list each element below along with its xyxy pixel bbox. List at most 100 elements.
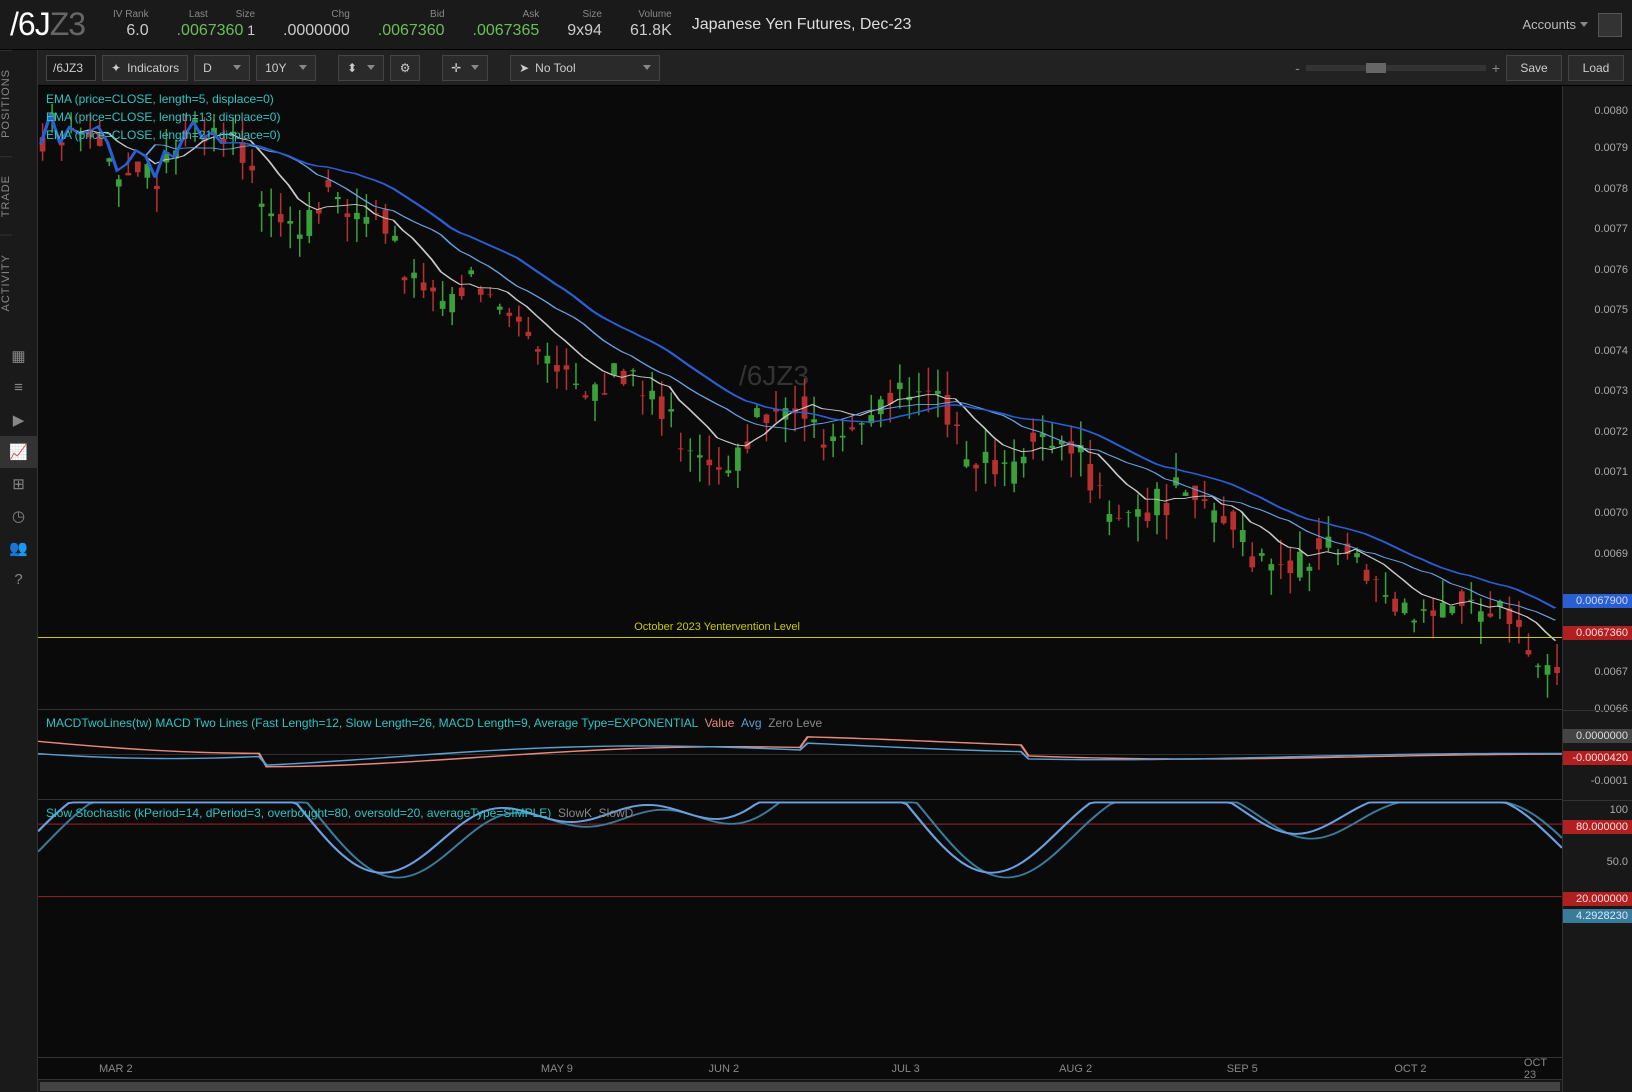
price-tick: 0.0067 [1594,666,1628,678]
chevron-down-icon [643,65,651,70]
time-axis: MAR 2 MAY 9 JUN 2 JUL 3 AUG 2 SEP 5 OCT 2 OCT 2… [38,1057,1562,1079]
stoch-tag-value: 4.2928230 [1563,909,1632,923]
stochastic-panel[interactable]: Slow Stochastic (kPeriod=14, dPeriod=3, … [38,800,1562,921]
stoch-legend-main: Slow Stochastic (kPeriod=14, dPeriod=3, … [46,806,551,820]
price-tick: 0.0076 [1594,264,1628,276]
macd-legend-zero: Zero Leve [768,716,822,730]
intervention-line: October 2023 Yentervention Level [38,637,1562,638]
clock-icon[interactable]: ◷ [0,500,37,532]
list-icon[interactable]: ≡ [0,372,37,404]
ema-legend-line: EMA (price=CLOSE, length=13, displace=0) [46,108,280,126]
settings-button[interactable]: ⚙ [390,55,420,81]
people-icon[interactable]: 👥 [0,532,37,564]
zoom-in-button[interactable]: + [1492,60,1500,76]
indicators-label: Indicators [127,61,179,75]
price-tick: 0.0073 [1594,385,1628,397]
help-icon[interactable]: ? [0,564,37,596]
range-dropdown[interactable]: 10Y [256,55,316,81]
macd-legend-avg: Avg [741,716,761,730]
time-tick: AUG 2 [1059,1063,1092,1075]
time-tick: JUL 3 [891,1063,919,1075]
time-tick: JUN 2 [709,1063,740,1075]
pointer-icon: ➤ [519,61,529,75]
load-button[interactable]: Load [1568,55,1624,81]
main-area: ✦ Indicators D 10Y ⬍ ⚙ ✛ ➤ No Tool [38,50,1632,1092]
stoch-tag-ob: 80.000000 [1563,820,1632,834]
time-tick: OCT 2 [1394,1063,1426,1075]
price-tick: 0.0080 [1594,105,1628,117]
price-tick: 0.0069 [1594,548,1628,560]
stoch-tick: 100 [1610,804,1628,816]
chevron-down-icon [299,65,307,70]
range-value: 10Y [265,61,286,75]
collapse-panel-button[interactable] [1598,13,1622,37]
layout-icon[interactable]: ▦ [0,340,37,372]
macd-panel[interactable]: MACDTwoLines(tw) MACD Two Lines (Fast Le… [38,710,1562,801]
gear-icon: ⚙ [400,61,411,75]
time-tick: OCT 23 [1524,1057,1562,1081]
y-axis-column: 0.0080 0.0079 0.0078 0.0077 0.0076 0.0075 0.00… [1562,86,1632,1092]
indicators-button[interactable]: ✦ Indicators [102,55,188,81]
zoom-slider[interactable] [1306,65,1486,71]
price-tick: 0.0075 [1594,304,1628,316]
price-chart-svg [38,86,1562,709]
stoch-legend-d: SlowD [599,806,634,820]
time-tick: MAY 9 [541,1063,573,1075]
price-tick: 0.0071 [1594,466,1628,478]
candle-icon: ⬍ [347,61,357,75]
timeframe-dropdown[interactable]: D [194,55,250,81]
ema-legend-line: EMA (price=CLOSE, length=21, displace=0) [46,126,280,144]
stoch-legend-k: SlowK [558,806,592,820]
save-label: Save [1520,61,1547,75]
tool-label: No Tool [535,61,575,75]
macd-tick: -0.0001 [1591,775,1628,787]
price-axis-stoch: 100 80.000000 50.0 20.000000 4.2928230 [1563,800,1632,921]
chart-toolbar: ✦ Indicators D 10Y ⬍ ⚙ ✛ ➤ No Tool [38,50,1632,86]
macd-tick: 0.0000000 [1563,729,1632,743]
price-tick: 0.0079 [1594,142,1628,154]
tab-positions[interactable]: POSITIONS [0,50,12,156]
timeframe-value: D [203,61,212,75]
price-tick: 0.0072 [1594,426,1628,438]
price-tick: 0.0078 [1594,183,1628,195]
stoch-legend: Slow Stochastic (kPeriod=14, dPeriod=3, … [46,804,633,822]
macd-tag: -0.0000420 [1563,751,1632,765]
ema-legend-line: EMA (price=CLOSE, length=5, displace=0) [46,90,280,108]
tv-icon[interactable]: ▶ [0,404,37,436]
stoch-tick: 50.0 [1607,856,1628,868]
price-tick: 0.0077 [1594,223,1628,235]
price-axis-macd: 0.0000000 -0.0000420 -0.0001 [1563,710,1632,801]
drawing-tool-dropdown[interactable]: ➤ No Tool [510,55,660,81]
price-tick: 0.0070 [1594,507,1628,519]
stoch-tag-os: 20.000000 [1563,892,1632,906]
price-axis-main: 0.0080 0.0079 0.0078 0.0077 0.0076 0.0075 0.00… [1563,86,1632,710]
chart-icon[interactable]: 📈 [0,436,37,468]
left-sidebar: POSITIONSTRADEACTIVITY ▦≡▶📈⊞◷👥? [0,50,38,1092]
price-tag-last: 0.0067360 [1563,626,1632,640]
time-tick: MAR 2 [99,1063,133,1075]
macd-legend: MACDTwoLines(tw) MACD Two Lines (Fast Le… [46,714,822,732]
symbol-input[interactable] [46,55,96,81]
chevron-down-icon [471,65,479,70]
grid-icon[interactable]: ⊞ [0,468,37,500]
tab-activity[interactable]: ACTIVITY [0,235,12,330]
crosshair-dropdown[interactable]: ✛ [442,55,488,81]
macd-legend-value: Value [705,716,735,730]
crosshair-icon: ✛ [451,61,461,75]
chart-plots[interactable]: EMA (price=CLOSE, length=5, displace=0)E… [38,86,1562,1092]
load-label: Load [1583,61,1610,75]
save-button[interactable]: Save [1506,55,1562,81]
spark-icon: ✦ [111,61,121,75]
chevron-down-icon [233,65,241,70]
price-chart-panel[interactable]: EMA (price=CLOSE, length=5, displace=0)E… [38,86,1562,710]
price-tick: 0.0074 [1594,345,1628,357]
macd-legend-main: MACDTwoLines(tw) MACD Two Lines (Fast Le… [46,716,698,730]
ema-legend: EMA (price=CLOSE, length=5, displace=0)E… [46,90,280,144]
chart-style-dropdown[interactable]: ⬍ [338,55,384,81]
zoom-out-button[interactable]: - [1295,60,1300,76]
time-tick: SEP 5 [1227,1063,1258,1075]
chart-container: EMA (price=CLOSE, length=5, displace=0)E… [38,86,1632,1092]
chevron-down-icon [367,65,375,70]
tab-trade[interactable]: TRADE [0,156,12,235]
horizontal-scrollbar[interactable] [38,1079,1562,1092]
